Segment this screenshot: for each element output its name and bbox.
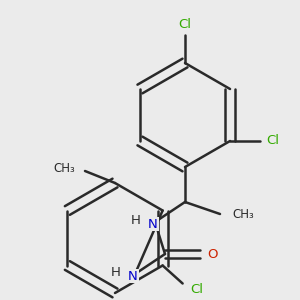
Text: CH₃: CH₃: [53, 163, 75, 176]
Text: Cl: Cl: [190, 283, 204, 296]
Text: H: H: [131, 214, 141, 226]
Text: N: N: [148, 218, 158, 230]
Text: H: H: [111, 266, 121, 278]
Text: O: O: [207, 248, 217, 260]
Text: N: N: [128, 269, 138, 283]
Text: Cl: Cl: [178, 19, 191, 32]
Text: Cl: Cl: [266, 134, 280, 148]
Text: CH₃: CH₃: [232, 208, 254, 220]
